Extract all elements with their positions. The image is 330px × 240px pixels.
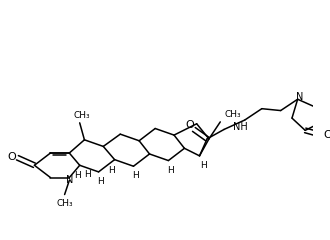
Text: H: H (167, 166, 174, 174)
Text: H: H (84, 170, 91, 179)
Text: H: H (75, 171, 81, 180)
Text: N: N (296, 92, 303, 102)
Text: CH₃: CH₃ (225, 110, 242, 119)
Text: O: O (186, 120, 194, 130)
Text: H: H (97, 177, 104, 186)
Text: CH₃: CH₃ (56, 198, 73, 208)
Text: N: N (66, 175, 73, 185)
Text: H: H (132, 171, 139, 180)
Text: O: O (7, 152, 16, 162)
Text: CH₃: CH₃ (73, 111, 90, 120)
Text: H: H (108, 166, 115, 174)
Text: NH: NH (234, 122, 248, 132)
Text: H: H (200, 161, 207, 170)
Text: O: O (323, 130, 330, 140)
